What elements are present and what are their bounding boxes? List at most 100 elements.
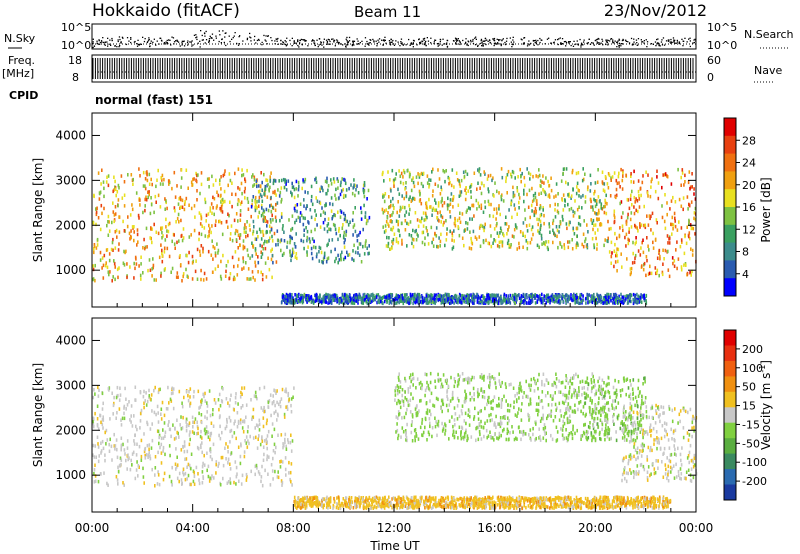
- noise-point: [253, 39, 255, 41]
- echo-point: [363, 298, 366, 302]
- echo-point: [285, 299, 287, 304]
- echo-point: [261, 206, 263, 210]
- noise-point: [458, 40, 460, 42]
- echo-point: [228, 404, 231, 408]
- echo-point: [122, 261, 125, 265]
- echo-point: [229, 440, 231, 444]
- echo-point: [177, 212, 180, 217]
- echo-point: [371, 292, 374, 297]
- noise-point: [621, 43, 624, 45]
- noise-point: [276, 38, 278, 40]
- echo-point: [395, 301, 398, 305]
- echo-point: [330, 294, 332, 299]
- echo-point: [454, 220, 456, 225]
- echo-point: [668, 241, 671, 245]
- echo-point: [474, 295, 476, 299]
- echo-point: [199, 443, 202, 448]
- echo-point: [606, 298, 609, 303]
- noise-point: [656, 42, 659, 44]
- echo-point: [575, 300, 578, 304]
- echo-point: [608, 227, 610, 231]
- echo-point: [108, 258, 111, 263]
- echo-point: [127, 173, 129, 177]
- noise-point: [345, 46, 347, 48]
- noise-point: [500, 44, 502, 47]
- echo-point: [315, 298, 318, 303]
- echo-point: [178, 435, 180, 439]
- echo-point: [136, 243, 138, 247]
- echo-point: [164, 452, 166, 457]
- echo-point: [642, 250, 645, 255]
- echo-point: [408, 212, 410, 216]
- echo-point: [113, 219, 115, 224]
- noise-point: [390, 38, 392, 40]
- echo-point: [319, 187, 321, 192]
- echo-point: [258, 227, 261, 232]
- echo-point: [590, 199, 592, 204]
- echo-point: [302, 180, 305, 184]
- noise-point: [480, 38, 483, 41]
- echo-point: [252, 229, 255, 234]
- echo-point: [449, 198, 452, 202]
- echo-point: [568, 194, 570, 198]
- echo-point: [570, 194, 573, 198]
- echo-point: [645, 301, 648, 305]
- echo-point: [394, 297, 397, 301]
- echo-point: [617, 247, 620, 252]
- echo-point: [122, 481, 124, 485]
- echo-point: [362, 227, 364, 232]
- echo-point: [261, 273, 264, 277]
- noise-point: [684, 37, 686, 39]
- echo-point: [161, 230, 163, 235]
- echo-point: [574, 199, 576, 203]
- echo-point: [637, 298, 640, 302]
- echo-point: [540, 212, 543, 217]
- echo-point: [164, 430, 167, 434]
- echo-point: [255, 182, 258, 187]
- echo-point: [661, 270, 664, 275]
- echo-point: [562, 299, 564, 304]
- echo-point: [173, 206, 176, 210]
- echo-point: [145, 453, 148, 457]
- echo-point: [629, 299, 631, 303]
- echo-point: [417, 300, 419, 304]
- echo-point: [471, 203, 473, 208]
- echo-point: [640, 193, 642, 198]
- echo-point: [261, 464, 263, 469]
- beam-title: Beam 11: [354, 3, 421, 21]
- noise-point: [663, 44, 666, 46]
- echo-point: [425, 301, 428, 305]
- echo-point: [208, 233, 210, 238]
- noise-point: [442, 38, 444, 40]
- echo-point: [182, 470, 184, 475]
- echo-point: [361, 301, 363, 305]
- echo-point: [573, 210, 576, 215]
- echo-point: [245, 230, 247, 234]
- echo-point: [260, 270, 262, 275]
- noise-point: [662, 37, 665, 39]
- echo-point: [281, 253, 284, 257]
- echo-point: [381, 207, 384, 212]
- echo-point: [461, 212, 464, 216]
- echo-point: [94, 392, 96, 396]
- echo-point: [200, 244, 203, 248]
- echo-point: [246, 168, 248, 173]
- echo-point: [302, 222, 305, 227]
- noise-point: [293, 41, 295, 43]
- echo-point: [98, 388, 100, 392]
- echo-point: [95, 210, 98, 214]
- noise-point: [468, 41, 470, 43]
- echo-point: [343, 217, 346, 222]
- echo-point: [258, 199, 260, 203]
- echo-point: [116, 190, 119, 194]
- noise-point: [595, 39, 597, 41]
- echo-point: [236, 229, 239, 234]
- echo-point: [463, 174, 466, 179]
- echo-point: [147, 268, 149, 273]
- echo-point: [176, 240, 178, 245]
- echo-point: [312, 301, 315, 305]
- freq-label-1: Freq.: [8, 54, 35, 67]
- noise-point: [100, 40, 103, 42]
- noise-point: [277, 43, 279, 45]
